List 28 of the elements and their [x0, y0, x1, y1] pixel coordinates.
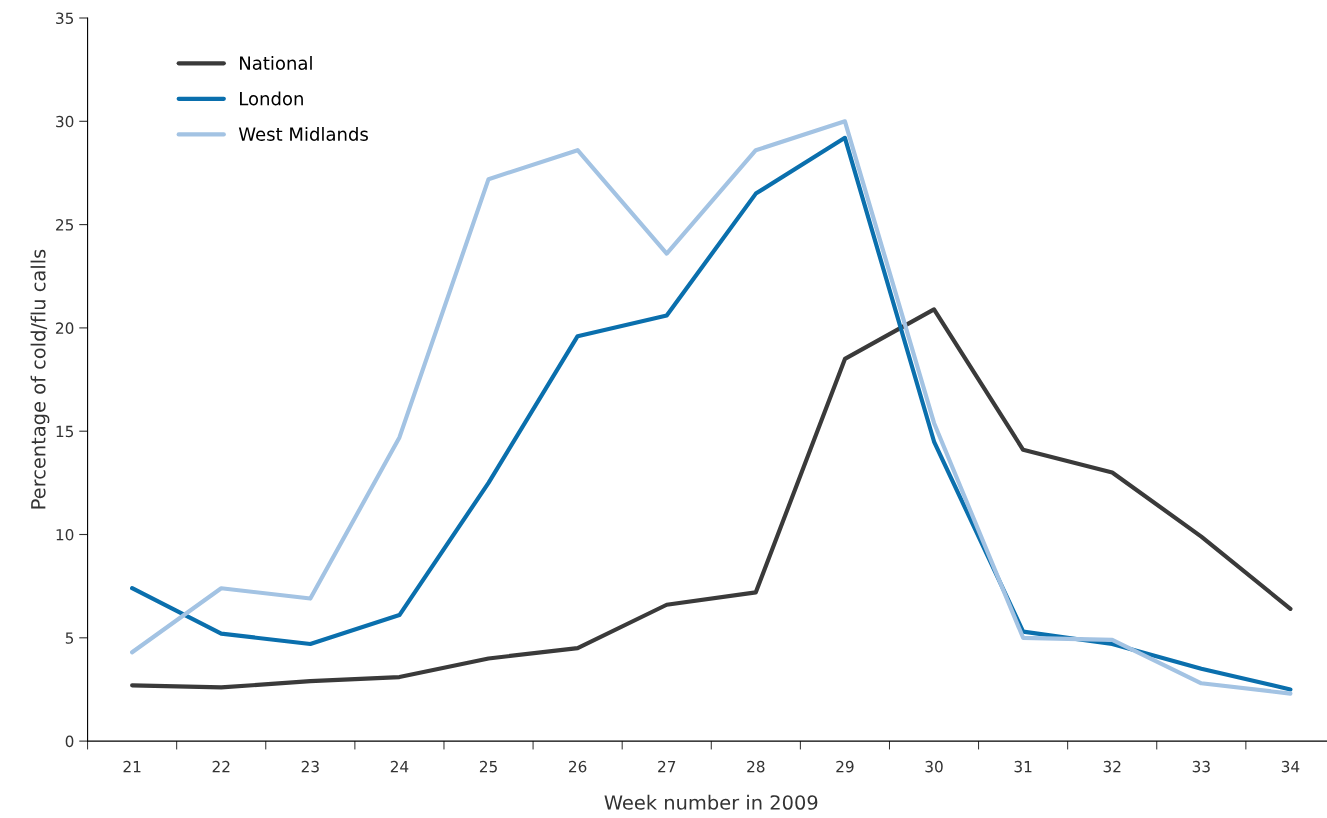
y-tick-label: 5: [65, 632, 74, 644]
y-axis-title: Percentage of cold/flu calls: [30, 249, 50, 509]
x-tick-label: 28: [747, 760, 765, 773]
y-tick-label: 15: [56, 425, 74, 438]
x-axis-title: Week number in 2009: [604, 794, 818, 810]
legend-label: West Midlands: [238, 127, 368, 141]
x-tick-label: 33: [1192, 760, 1210, 773]
x-tick-label: 23: [301, 760, 319, 773]
line-series: [130, 307, 1293, 690]
y-tick-label: 25: [56, 219, 74, 231]
x-tick-label: 25: [479, 760, 497, 773]
x-tick-label: 32: [1103, 760, 1121, 773]
y-tick-label: 20: [56, 322, 74, 334]
x-tick-label: 31: [1014, 760, 1032, 773]
y-tick-label: 30: [56, 115, 74, 128]
x-tick-label: 34: [1281, 760, 1300, 773]
x-tick-label: 29: [836, 760, 854, 773]
y-tick-label: 0: [65, 735, 74, 748]
x-tick-label: 24: [390, 760, 409, 773]
x-tick-label: 21: [123, 760, 141, 773]
x-tick-label: 26: [569, 760, 587, 773]
y-tick-label: 35: [56, 12, 74, 25]
x-tick-label: 30: [925, 760, 943, 773]
x-tick-label: 27: [658, 760, 676, 773]
legend-label: London: [240, 91, 303, 106]
x-tick-label: 22: [212, 760, 230, 773]
y-tick-label: 10: [56, 528, 74, 541]
legend-label: National: [240, 55, 312, 70]
